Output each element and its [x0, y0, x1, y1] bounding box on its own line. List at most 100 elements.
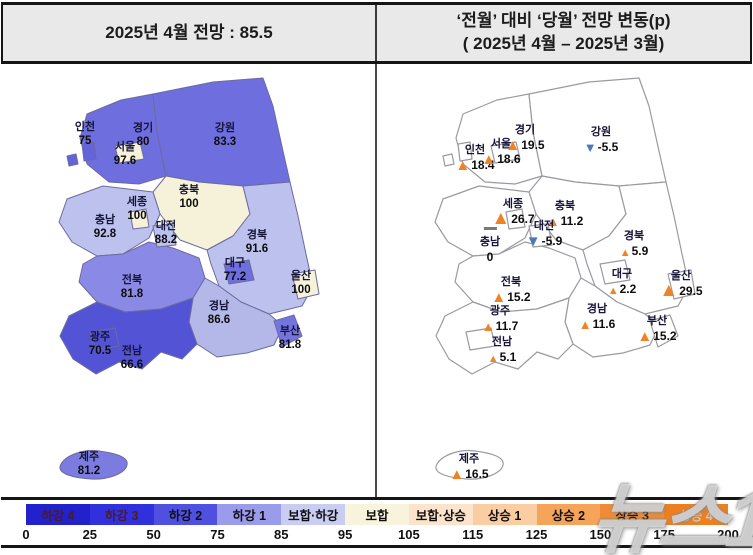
header-row: 2025년 4월 전망 : 85.5 ‘전월’ 대비 ‘당월’ 전망 변동(p)…	[1, 2, 752, 64]
region-name: 경기	[132, 122, 154, 134]
panel-divider	[375, 64, 377, 497]
region-change-label: 세종 ▲26.7	[491, 198, 534, 228]
up-triangle-icon: ▲	[487, 352, 499, 365]
region-change-label: 부산 ▲15.2	[637, 315, 676, 344]
region-label: 충북 100	[179, 184, 199, 212]
region-sejong	[129, 208, 150, 230]
legend-segment: 상승 2	[536, 504, 601, 525]
legend-segment-label: 상승 3	[615, 509, 649, 523]
legend-segment-label: 하강 4	[41, 509, 75, 523]
region-sejong	[505, 208, 526, 230]
region-label: 서울 97.6	[114, 141, 136, 169]
region-change: ▲11.6	[578, 316, 616, 332]
region-change: ▲5.9	[619, 243, 649, 259]
legend-segment-label: 상승 2	[551, 509, 586, 523]
legend-segment: 하강 3	[89, 504, 154, 525]
right-map-panel: 인천 ▲18.4 서울 ▲18.6 경기 ▲19.5 강원 ▼-5.5 충북 ▲11.2 …	[377, 64, 752, 497]
region-change-label: 제주 ▲16.5	[449, 453, 489, 483]
region-label: 대구 77.2	[224, 257, 246, 285]
region-label: 경북 91.6	[246, 229, 268, 257]
legend-tick: 115	[462, 527, 484, 542]
up-triangle-icon: ▲	[491, 288, 507, 306]
region-value: 88.2	[154, 233, 178, 246]
region-name: 부산	[646, 315, 668, 327]
down-triangle-icon: ▼	[525, 232, 541, 250]
legend-segment-label: 상승 4	[679, 509, 713, 523]
region-name: 제주	[78, 451, 100, 463]
region-change-label: 경기 ▲19.5	[505, 124, 544, 153]
region-value: 83.3	[213, 135, 237, 148]
region-change: ▲11.2	[546, 213, 584, 229]
left-title-text: 2025년 4월 전망 : 85.5	[105, 22, 273, 42]
right-panel-title: ‘전월’ 대비 ‘당월’ 전망 변동(p) ( 2025년 4월 – 2025년…	[377, 5, 750, 61]
region-name: 대전	[533, 220, 555, 232]
region-incheon	[442, 141, 473, 167]
right-title-line2: ( 2025년 4월 – 2025년 3월)	[462, 34, 665, 53]
region-name: 충북	[554, 200, 576, 212]
legend: 하강 4 하강 3 하강 2 하강 1 보합·하강 보합 보합·상승 상승 1 …	[1, 497, 752, 548]
region-value: 66.6	[120, 358, 144, 371]
region-name: 강원	[590, 126, 612, 138]
legend-segment-label: 하강 1	[232, 509, 267, 523]
region-name: 충북	[178, 184, 200, 196]
region-change-label: 인천 ▲18.4	[455, 144, 494, 173]
left-panel-title: 2025년 4월 전망 : 85.5	[3, 5, 375, 61]
region-value: 77.2	[223, 270, 247, 283]
region-name: 전북	[500, 276, 522, 288]
region-name: 전남	[491, 336, 513, 348]
up-triangle-icon: ▲	[481, 150, 497, 168]
legend-segment: 보합·상승	[408, 504, 473, 525]
region-seoul	[490, 141, 521, 164]
region-change: ▲16.5	[449, 465, 489, 483]
region-name: 서울	[114, 141, 136, 153]
region-change: ▲29.5	[659, 279, 703, 301]
region-name: 강원	[214, 122, 236, 134]
region-change-label: 대구 ▲2.2	[608, 268, 637, 296]
region-value: 100	[179, 197, 199, 210]
region-chungnam	[434, 185, 537, 257]
region-name: 울산	[670, 270, 692, 282]
region-change-label: 대전 ▼-5.9	[525, 220, 563, 250]
region-label: 충남 92.8	[94, 214, 116, 242]
legend-tick: 125	[525, 527, 548, 542]
region-label: 경기 80	[133, 122, 153, 150]
region-daejeon	[528, 223, 553, 248]
region-change-label: 서울 ▲18.6	[481, 138, 520, 168]
legend-tick: 150	[589, 527, 612, 542]
region-change: ▼-5.5	[583, 139, 619, 155]
legend-tick: 85	[274, 527, 289, 542]
region-name: 광주	[89, 331, 111, 343]
region-change-label: 강원 ▼-5.5	[584, 126, 619, 154]
legend-segment: 보합	[345, 504, 409, 525]
region-name: 충남	[479, 236, 501, 248]
region-name: 대전	[155, 220, 177, 232]
korea-map-choropleth	[58, 77, 320, 480]
news1-watermark: 뉴스1	[586, 475, 753, 555]
region-name: 충남	[94, 214, 116, 226]
legend-segment: 하강 2	[153, 504, 218, 525]
legend-segment: 상승 3	[600, 504, 665, 525]
region-value: 81.2	[77, 464, 101, 477]
region-value: 100	[291, 283, 311, 296]
region-ulsan	[667, 269, 696, 300]
region-name: 세종	[126, 196, 148, 208]
region-label: 제주 81.2	[78, 451, 100, 479]
up-triangle-icon: ▲	[546, 213, 560, 229]
region-label: 광주 70.5	[89, 331, 111, 359]
legend-segment: 상승 4	[664, 504, 728, 525]
region-gwangju	[465, 327, 496, 351]
legend-tick: 95	[337, 527, 353, 542]
legend-segment: 보합·하강	[281, 504, 346, 525]
region-value: 75	[78, 134, 92, 147]
region-change: ▲15.2	[491, 288, 531, 306]
region-value: 91.6	[245, 242, 269, 255]
region-label: 인천 75	[75, 121, 95, 149]
region-label: 세종 100	[127, 196, 147, 224]
region-change-label: 전북 ▲15.2	[491, 276, 531, 306]
region-change: ▼-5.9	[525, 232, 563, 250]
legend-tick: 50	[146, 527, 161, 542]
region-change-label: 전남 ▲5.1	[488, 336, 517, 364]
legend-segment-label: 보합	[365, 509, 389, 523]
region-name: 경북	[623, 230, 645, 242]
region-name: 대구	[224, 257, 246, 269]
